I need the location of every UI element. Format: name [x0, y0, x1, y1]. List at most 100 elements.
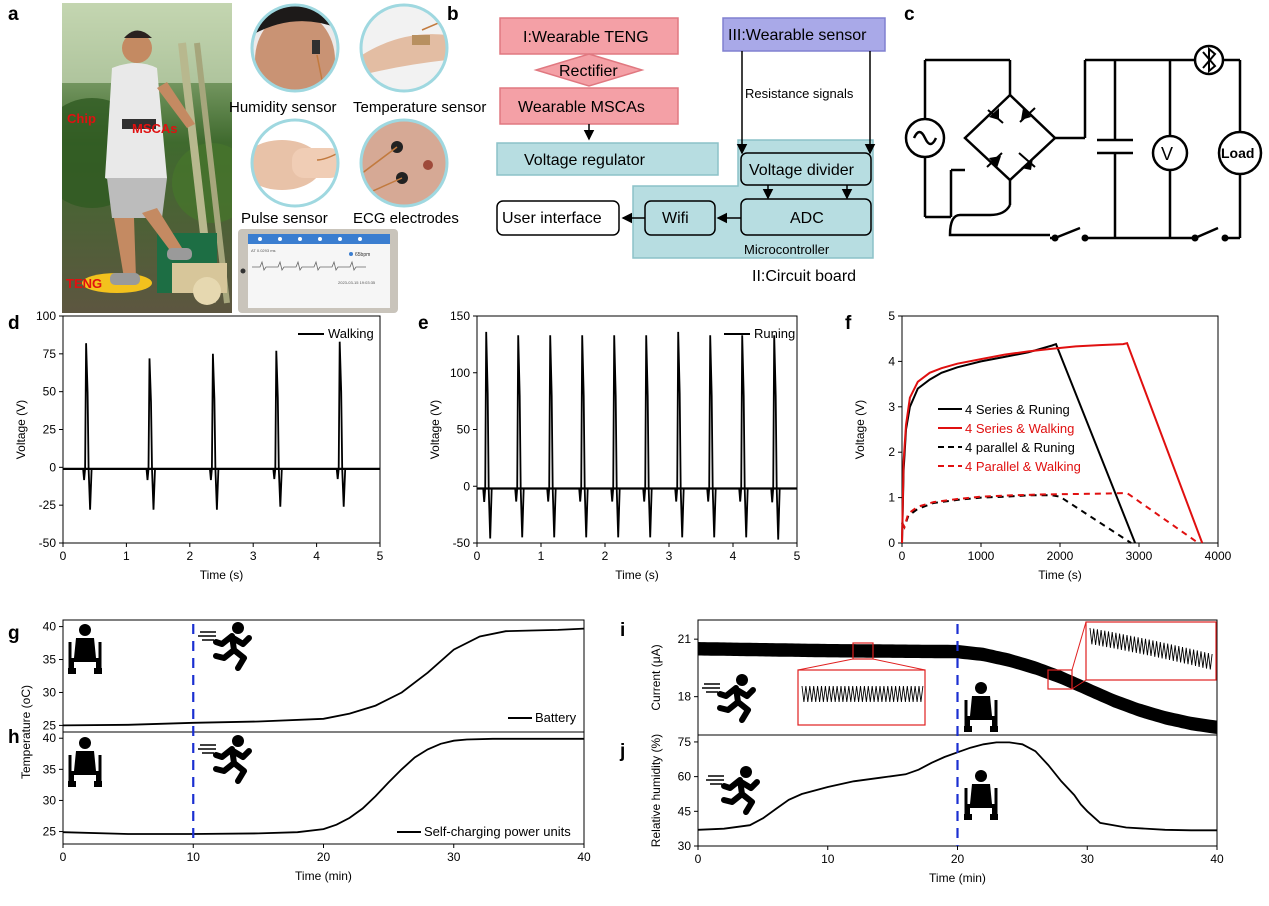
x-axis-label: Time (s)	[1038, 568, 1082, 582]
mscas-label: MSCAs	[132, 121, 178, 136]
y-tick-label: 150	[450, 309, 470, 323]
y-tick-label: 75	[43, 347, 57, 361]
zoom-connector	[797, 658, 854, 671]
y-tick-label: 3	[888, 400, 895, 414]
legend-label: 4 Series & Walking	[965, 421, 1074, 436]
y-tick-label: 35	[43, 653, 57, 667]
wearable-sensor-label: III:Wearable sensor	[728, 27, 867, 44]
y-tick-label: 30	[43, 793, 57, 807]
ecg-electrodes-photo	[361, 120, 447, 206]
voltmeter-label: V	[1161, 144, 1173, 164]
voltage-spike	[674, 331, 685, 538]
x-tick-label: 20	[317, 850, 331, 864]
y-tick-label: 0	[49, 460, 56, 474]
voltage-spike	[335, 341, 347, 507]
series-line	[901, 492, 1199, 544]
voltage-spike	[578, 335, 589, 538]
running-person-icon	[198, 735, 252, 784]
y-tick-label: 0	[888, 536, 895, 550]
voltage-regulator-label: Voltage regulator	[524, 152, 646, 169]
voltage-spike	[145, 358, 156, 510]
wearable-teng-label: I:Wearable TENG	[523, 29, 649, 46]
x-tick-label: 30	[447, 850, 461, 864]
user-interface-box	[496, 200, 620, 236]
phone-date: 2023-03-15 19:03:35	[338, 280, 376, 285]
series-line	[901, 342, 1204, 544]
zoom-inset-2	[1085, 621, 1217, 681]
legend-label: 4 parallel & Runing	[965, 440, 1075, 455]
chip-label: Chip	[67, 111, 96, 126]
x-tick-label: 3000	[1126, 549, 1153, 563]
y-tick-label: 25	[43, 825, 57, 839]
sitting-person-icon	[964, 770, 998, 820]
zoom-connector	[1071, 679, 1087, 690]
y-tick-label: 1	[888, 491, 895, 505]
y-tick-label: 18	[678, 690, 692, 704]
x-tick-label: 1	[538, 549, 545, 563]
chart-g-frame	[62, 619, 585, 733]
voltage-spike	[272, 350, 283, 507]
panel-label-i: i	[620, 620, 626, 641]
wearable-mscas-box	[499, 87, 679, 125]
sitting-person-icon	[964, 682, 998, 732]
pulse-sensor-caption: Pulse sensor	[241, 210, 328, 227]
x-tick-label: 0	[60, 549, 67, 563]
y-axis-label: Temperature (oC)	[19, 685, 33, 779]
phone-photo: AT 0.0293 ms 65bpm 2023-03-15 19:03:35	[238, 229, 398, 313]
x-tick-label: 30	[1081, 852, 1095, 866]
chart-d-walking-voltage: 0 1 2 3 4 5 -50 -25 0 25 50 75 100 Time (s) Voltage (V…	[14, 309, 384, 582]
y-tick-label: 60	[678, 770, 692, 784]
rectifier-diamond	[533, 53, 645, 87]
x-tick-label: 5	[794, 549, 801, 563]
chart-d-frame	[62, 315, 381, 544]
sitting-person-icon	[68, 737, 102, 787]
temperature-sensor-photo	[361, 5, 447, 91]
x-tick-label: 1	[123, 549, 130, 563]
running-person-icon	[702, 674, 756, 723]
circuit-schematic: V Load	[904, 44, 1263, 242]
x-tick-label: 3	[666, 549, 673, 563]
voltage-divider-box	[740, 152, 872, 186]
x-tick-label: 4	[730, 549, 737, 563]
user-interface-label: User interface	[502, 210, 602, 227]
voltage-spike	[209, 353, 220, 510]
zoom-connector	[1071, 621, 1087, 671]
x-axis-label: Time (min)	[295, 869, 352, 883]
voltage-spike	[738, 335, 749, 538]
chart-f-charging-curves: 0 1000 2000 3000 4000 0 1 2 3 4 5 Time (s) Voltage (…	[853, 309, 1232, 582]
x-tick-label: 4	[313, 549, 320, 563]
y-tick-label: 100	[36, 309, 56, 323]
y-tick-label: 0	[463, 479, 470, 493]
x-tick-label: 0	[60, 850, 67, 864]
wifi-label: Wifi	[662, 210, 689, 227]
ecg-electrodes-caption: ECG electrodes	[353, 210, 459, 227]
y-tick-label: 2	[888, 445, 895, 459]
phone-header-text: AT 0.0293 ms	[251, 248, 276, 253]
y-axis-label: Voltage (V)	[428, 400, 442, 459]
phone-bpm: 65bpm	[355, 252, 370, 258]
y-tick-label: 45	[678, 804, 692, 818]
x-tick-label: 20	[951, 852, 965, 866]
battery-temperature-line	[62, 627, 585, 727]
y-tick-label: 30	[43, 685, 57, 699]
x-tick-label: 40	[577, 850, 591, 864]
rectifier-label: Rectifier	[559, 63, 618, 80]
load-label: Load	[1221, 145, 1254, 161]
voltage-spike	[482, 331, 493, 539]
x-tick-label: 10	[821, 852, 835, 866]
adc-label: ADC	[790, 210, 824, 227]
chart-e-frame	[476, 315, 798, 544]
y-axis-label: Current (μA)	[649, 644, 663, 710]
adc-box	[740, 198, 872, 236]
x-axis-label: Time (s)	[200, 568, 244, 582]
legend-label: Battery	[535, 710, 577, 725]
voltage-divider-label: Voltage divider	[749, 162, 855, 179]
y-tick-label: 50	[43, 385, 57, 399]
temperature-sensor-caption: Temperature sensor	[353, 99, 487, 116]
voltage-spike	[770, 335, 781, 540]
x-tick-label: 1000	[968, 549, 995, 563]
series-line	[901, 494, 1132, 544]
panel-label-h: h	[8, 727, 20, 748]
